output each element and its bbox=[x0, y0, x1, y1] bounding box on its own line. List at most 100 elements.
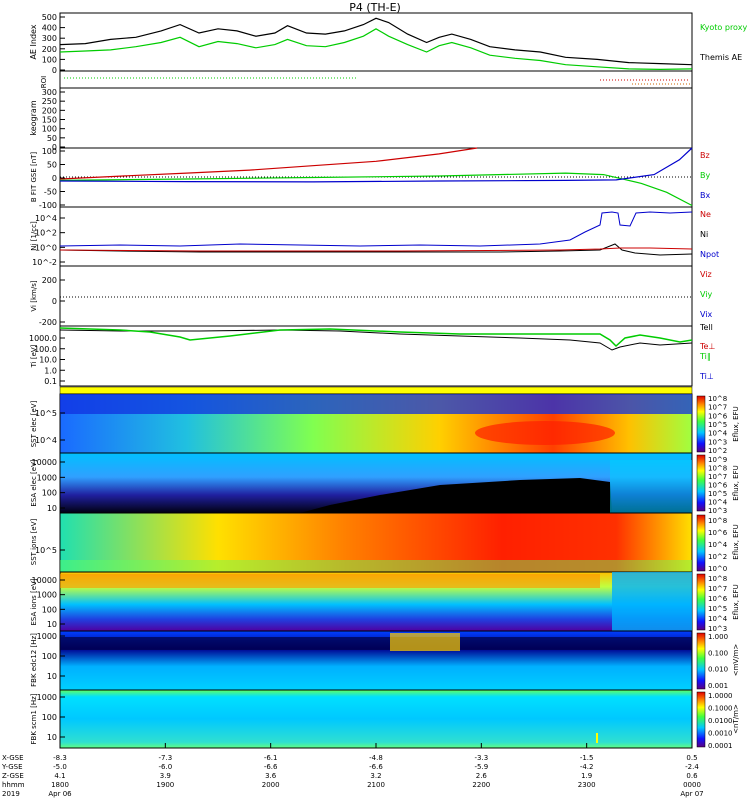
bfit-series-group bbox=[59, 147, 693, 207]
temp-legend-teperp: Te⊥ bbox=[699, 342, 715, 351]
xaxis-row-label: X-GSE bbox=[2, 754, 24, 762]
xtick-label: 2100 bbox=[367, 781, 385, 789]
xtick-label: -6.0 bbox=[158, 763, 172, 771]
colorbar-ticks: 10^810^710^610^510^410^310^210^910^810^7… bbox=[708, 395, 733, 750]
sst-elec-top-band bbox=[60, 394, 692, 414]
colorbar-tick-label: 10^5 bbox=[708, 421, 727, 429]
temp-yticks: 1000.0 100.0 10.01.0 0.1 bbox=[29, 334, 65, 386]
colorbar-tick-label: 10^9 bbox=[708, 456, 727, 464]
ytick-label: 10^4 bbox=[35, 436, 57, 445]
sst-elec-panel: 10^510^4 SST elec [eV] Eflux, EFU bbox=[30, 393, 740, 454]
colorbar-tick-label: 1.000 bbox=[708, 633, 728, 641]
ytick-label: 300 bbox=[42, 88, 57, 97]
colorbar-tick-label: 0.0100 bbox=[708, 717, 733, 725]
xaxis-row-label: Y-GSE bbox=[1, 763, 23, 771]
bfit-series-by bbox=[59, 172, 693, 207]
xtick-label: 2300 bbox=[578, 781, 596, 789]
xtick-label: 2200 bbox=[472, 781, 490, 789]
temp-ti-line bbox=[59, 327, 693, 348]
ytick-label: 10^0 bbox=[35, 243, 57, 252]
xtick-label: -5.0 bbox=[53, 763, 67, 771]
colorbar-tick-label: 0.0001 bbox=[708, 742, 733, 750]
fbk-scm-colorbar bbox=[696, 691, 706, 748]
fbk-edc-panel: 1000 100 10 FBK edc12 [Hz] <mV/m> bbox=[30, 630, 740, 691]
velocity-legend-viz: Viz bbox=[700, 270, 712, 279]
ytick-label: 1000.0 bbox=[29, 334, 57, 343]
density-ylabel: Ni [1/cc] bbox=[30, 221, 38, 251]
keogram-ylabel: keogram bbox=[29, 100, 38, 135]
xtick-label: -3.3 bbox=[474, 754, 488, 762]
ytick-label: 10 bbox=[47, 620, 57, 629]
velocity-panel: 200 0 -200 Vi [km/s] Viz Viy Vix bbox=[30, 265, 713, 327]
xaxis-row-label: 2019 bbox=[2, 790, 20, 798]
temp-ylabel: Ti [eV] bbox=[30, 344, 38, 368]
colorbar-tick-label: 10^4 bbox=[708, 541, 728, 549]
temp-legend-tiperp: Ti⊥ bbox=[699, 372, 714, 381]
xtick-label: 0000 bbox=[683, 781, 701, 789]
ae-ylabel: AE Index bbox=[29, 24, 38, 59]
esa-elec-panel: 10000 1000 100 10 ESA elec [eV] Eflux, EFU bbox=[30, 452, 740, 514]
sst-ions-yticks: 10^5 bbox=[35, 546, 65, 555]
roi-panel: ROI bbox=[40, 70, 693, 89]
bfit-yticks: 100 50 0 -50 -100 bbox=[39, 147, 65, 210]
ytick-label: 100 bbox=[42, 147, 57, 156]
colorbar-tick-label: 10^2 bbox=[708, 447, 727, 455]
ytick-label: 10 bbox=[47, 672, 57, 681]
ytick-label: 1.0 bbox=[44, 366, 57, 375]
xtick-label: -1.5 bbox=[580, 754, 594, 762]
xtick-label: -8.3 bbox=[53, 754, 67, 762]
esa-elec-cb-label: Eflux, EFU bbox=[732, 465, 740, 500]
sst-ions-panel: 10^5 SST ions [eV] Eflux, EFU bbox=[30, 512, 740, 573]
ytick-label: 10^-2 bbox=[32, 258, 57, 267]
velocity-legend-viy: Viy bbox=[700, 290, 713, 299]
esa-ions-ylabel: ESA ions [eV] bbox=[30, 578, 38, 625]
colorbar-tick-label: 10^0 bbox=[708, 565, 727, 573]
sst-ions-colorbar bbox=[696, 514, 706, 572]
colorbar-tick-label: 1.0000 bbox=[708, 692, 733, 700]
velocity-yticks: 200 0 -200 bbox=[39, 276, 65, 327]
ae-legend-kyoto: Kyoto proxy AE bbox=[700, 23, 750, 32]
colorbar-tick-label: 10^7 bbox=[708, 404, 727, 412]
ytick-label: 10.0 bbox=[39, 356, 57, 365]
colorbar-tick-label: 10^7 bbox=[708, 585, 727, 593]
esa-elec-colorbar bbox=[696, 454, 706, 512]
ytick-label: 100 bbox=[42, 605, 57, 614]
esa-elec-ylabel: ESA elec [eV] bbox=[30, 459, 38, 506]
xtick-label: 1800 bbox=[51, 781, 69, 789]
fbk-edc-yticks: 1000 100 10 bbox=[37, 632, 65, 681]
ytick-label: 10^5 bbox=[35, 546, 57, 555]
ytick-label: 10^2 bbox=[35, 229, 57, 238]
esa-ions-end-block bbox=[612, 572, 692, 631]
colorbar-tick-label: 10^8 bbox=[708, 575, 727, 583]
ytick-label: 150 bbox=[42, 116, 57, 125]
esa-elec-black-region bbox=[300, 478, 612, 513]
ytick-label: 10 bbox=[47, 504, 57, 513]
fbk-scm-panel: 1000 100 10 FBK scm1 [Hz] <nT/m> bbox=[30, 689, 740, 749]
xtick-label: 3.9 bbox=[160, 772, 171, 780]
ytick-label: 100 bbox=[42, 55, 57, 64]
colorbar-tick-label: 10^4 bbox=[708, 499, 728, 507]
sst-elec-hot-core bbox=[475, 421, 615, 445]
ytick-label: 1000 bbox=[37, 632, 57, 641]
ytick-label: 200 bbox=[42, 106, 57, 115]
xtick-label: -4.8 bbox=[369, 754, 383, 762]
bfit-legend-by: By bbox=[700, 171, 710, 180]
esa-ions-cb-label: Eflux, EFU bbox=[732, 584, 740, 619]
ytick-label: 10000 bbox=[32, 458, 57, 467]
xtick-label: 0.6 bbox=[686, 772, 698, 780]
ytick-label: 1000 bbox=[37, 693, 57, 702]
colorbar-tick-label: 0.1000 bbox=[708, 705, 733, 713]
ytick-label: 1000 bbox=[37, 591, 57, 600]
ytick-label: 10^5 bbox=[35, 409, 57, 418]
sst-elec-ylabel: SST elec [eV] bbox=[30, 400, 38, 447]
ytick-label: 10000 bbox=[32, 576, 57, 585]
density-legend-ni: Ni bbox=[700, 230, 708, 239]
colorbar-tick-label: 0.0010 bbox=[708, 730, 733, 738]
sst-ions-ylabel: SST ions [eV] bbox=[30, 518, 38, 565]
colorbar-tick-label: 10^8 bbox=[708, 517, 727, 525]
colorbar-tick-label: 10^8 bbox=[708, 465, 727, 473]
ytick-label: -200 bbox=[39, 318, 57, 327]
xtick-label: 2000 bbox=[262, 781, 280, 789]
ae-series-group bbox=[59, 17, 693, 71]
ytick-label: 0.1 bbox=[44, 377, 57, 386]
